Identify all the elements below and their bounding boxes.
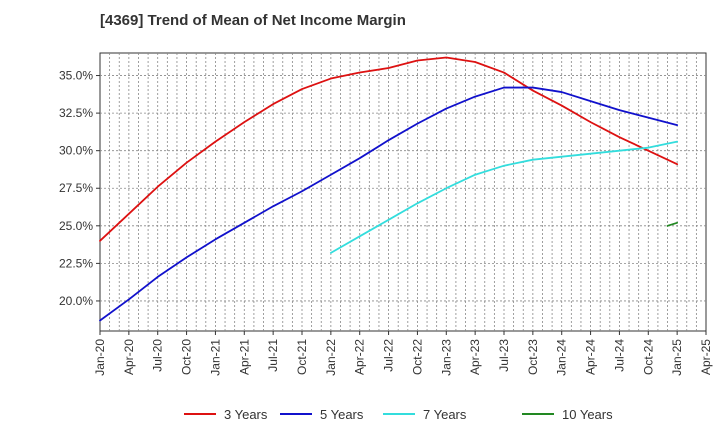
x-tick-label: Jan-20 (93, 339, 107, 376)
x-tick-label: Oct-23 (526, 339, 540, 375)
x-tick-label: Oct-24 (641, 339, 655, 375)
x-tick-label: Jul-23 (497, 339, 511, 372)
x-tick-label: Apr-23 (468, 339, 482, 375)
x-tick-label: Jul-24 (612, 339, 626, 372)
y-tick-label: 20.0% (59, 294, 93, 308)
y-tick-label: 35.0% (59, 69, 93, 83)
plot-area (99, 52, 707, 332)
x-tick-label: Apr-20 (122, 339, 136, 375)
x-tick-label: Jan-24 (555, 339, 569, 376)
y-tick-label: 22.5% (59, 256, 93, 270)
y-tick-label: 27.5% (59, 181, 93, 195)
x-axis: Jan-20 Apr-20 Jul-20 Oct-20 Jan-21 Apr-21 Jul-… (93, 331, 713, 376)
x-tick-label: Oct-21 (295, 339, 309, 375)
x-tick-label: Apr-25 (699, 339, 713, 375)
legend-label: 7 Years (423, 407, 467, 422)
series-line-2 (99, 86, 679, 322)
x-tick-label: Jan-25 (670, 339, 684, 376)
x-tick-label: Oct-22 (410, 339, 424, 375)
series-layer (99, 56, 679, 322)
x-tick-label: Jan-23 (439, 339, 453, 376)
x-tick-label: Apr-21 (237, 339, 251, 375)
x-tick-label: Jul-21 (266, 339, 280, 372)
plot-frame (99, 52, 707, 332)
legend: 3 Years 5 Years 7 Years 10 Years (184, 407, 613, 422)
chart-title: [4369] Trend of Mean of Net Income Margi… (100, 12, 406, 29)
y-tick-label: 32.5% (59, 106, 93, 120)
y-tick-label: 30.0% (59, 144, 93, 158)
y-tick-label: 25.0% (59, 219, 93, 233)
x-tick-label: Jul-22 (382, 339, 396, 372)
y-axis: 20.0% 22.5% 25.0% 27.5% 30.0% 32.5% 35.0% (59, 69, 100, 308)
x-tick-label: Oct-20 (180, 339, 194, 375)
legend-label: 3 Years (224, 407, 268, 422)
x-tick-label: Apr-22 (353, 339, 367, 375)
horizontal-gridlines (100, 75, 706, 302)
series-line-1 (99, 56, 679, 242)
series-line-3 (329, 140, 679, 254)
x-tick-label: Jul-20 (151, 339, 165, 372)
series-line-4 (666, 221, 679, 227)
legend-label: 5 Years (320, 407, 364, 422)
x-tick-label: Apr-24 (584, 339, 598, 375)
x-tick-label: Jan-22 (324, 339, 338, 376)
x-tick-label: Jan-21 (208, 339, 222, 376)
legend-label: 10 Years (562, 407, 613, 422)
